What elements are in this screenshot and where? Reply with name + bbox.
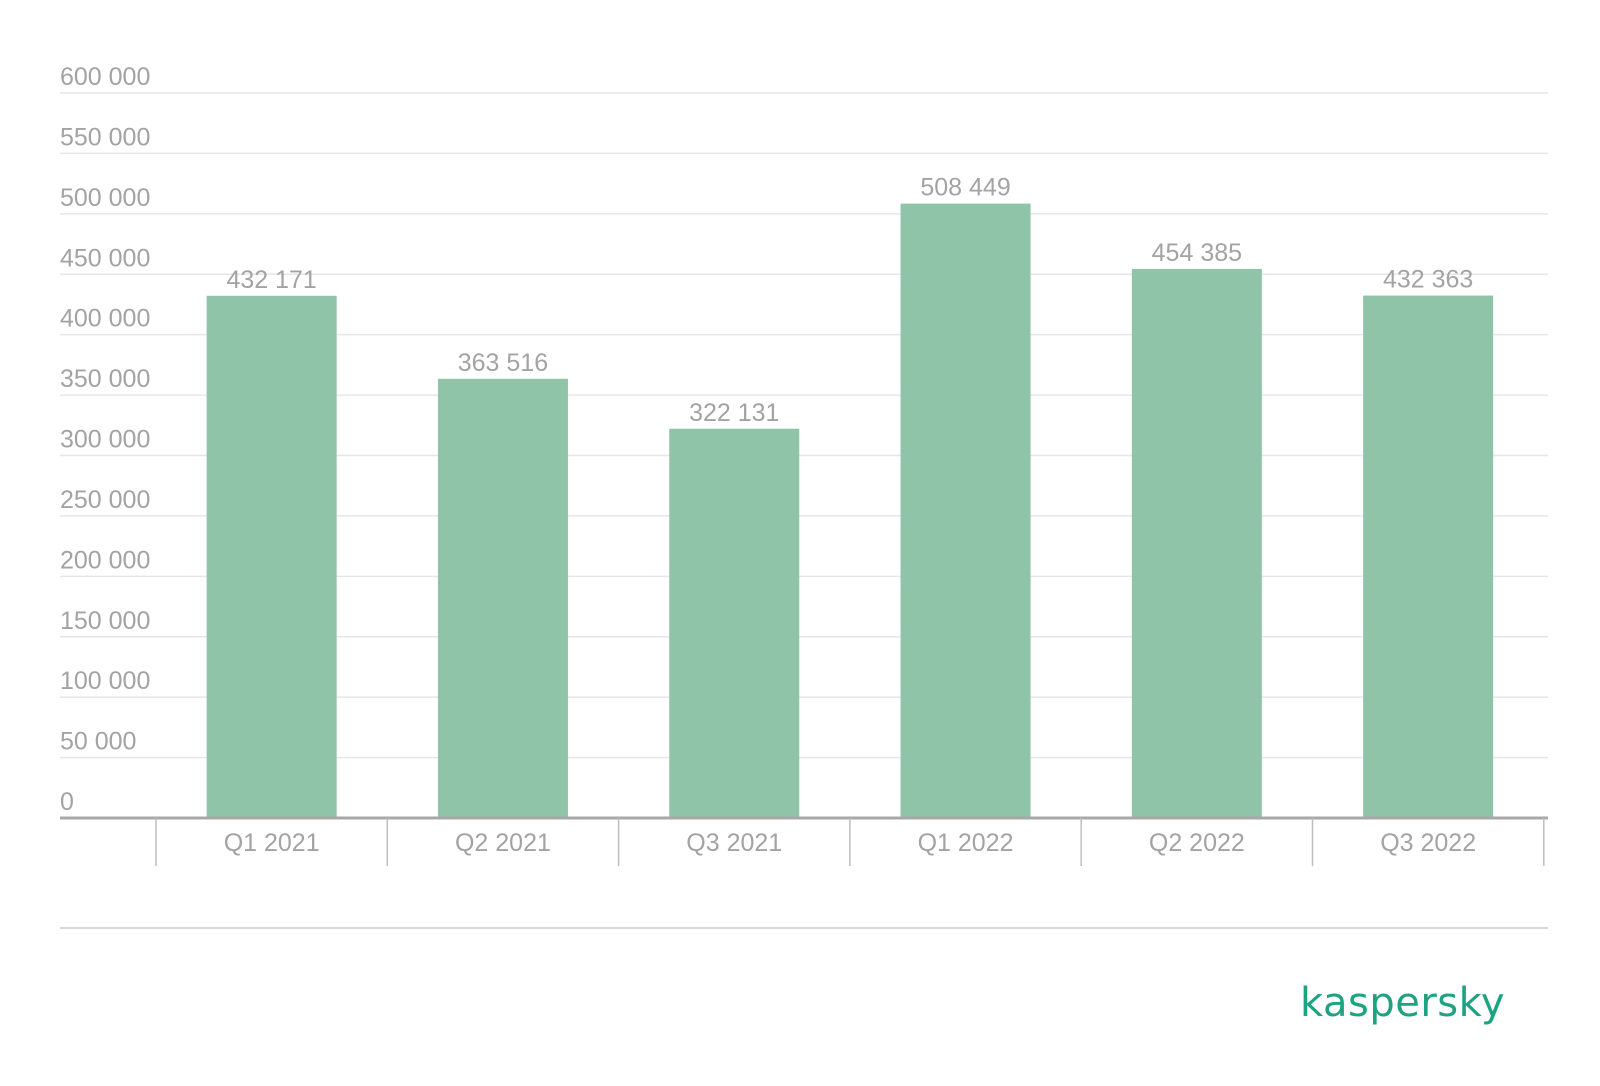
bar: [1363, 295, 1494, 818]
bar: [437, 378, 568, 818]
y-tick-label: 450 000: [60, 244, 150, 272]
x-tick-label: Q1 2021: [224, 829, 320, 857]
x-axis: [60, 816, 1548, 866]
bar: [1131, 268, 1262, 819]
data-label: 508 449: [920, 174, 1010, 202]
y-tick-label: 100 000: [60, 667, 150, 695]
data-label: 432 171: [226, 266, 316, 294]
data-label: 322 131: [689, 399, 779, 427]
bars: [206, 203, 1494, 819]
x-tick-label: Q2 2022: [1149, 829, 1245, 857]
y-tick-label: 600 000: [60, 63, 150, 91]
x-tick-label: Q3 2022: [1380, 829, 1476, 857]
x-tick-label: Q3 2021: [686, 829, 782, 857]
y-tick-label: 300 000: [60, 426, 150, 454]
bar: [900, 203, 1031, 818]
bar: [206, 295, 337, 819]
data-label: 363 516: [458, 349, 548, 377]
x-axis-tick-labels: Q1 2021 Q2 2021 Q3 2021 Q1 2022 Q2 2022 Q3 20…: [224, 829, 1476, 857]
y-tick-label: 50 000: [60, 728, 136, 756]
y-tick-label: 0: [60, 788, 74, 816]
kaspersky-logo: kaspersky: [1300, 980, 1506, 1026]
y-tick-label: 500 000: [60, 184, 150, 212]
data-labels: 432 171 363 516 322 131 508 449 454 385 432 3…: [226, 174, 1473, 427]
data-label: 454 385: [1152, 239, 1242, 267]
bar: [669, 428, 800, 818]
y-tick-label: 250 000: [60, 486, 150, 514]
y-tick-label: 350 000: [60, 365, 150, 393]
data-label: 432 363: [1383, 266, 1473, 294]
y-tick-label: 150 000: [60, 607, 150, 635]
y-tick-label: 200 000: [60, 546, 150, 574]
y-tick-label: 400 000: [60, 305, 150, 333]
y-tick-label: 550 000: [60, 123, 150, 151]
y-axis-tick-labels: 0 50 000 100 000 150 000 200 000 250 000 300 0…: [60, 63, 150, 816]
x-tick-label: Q2 2021: [455, 829, 551, 857]
x-tick-label: Q1 2022: [918, 829, 1014, 857]
